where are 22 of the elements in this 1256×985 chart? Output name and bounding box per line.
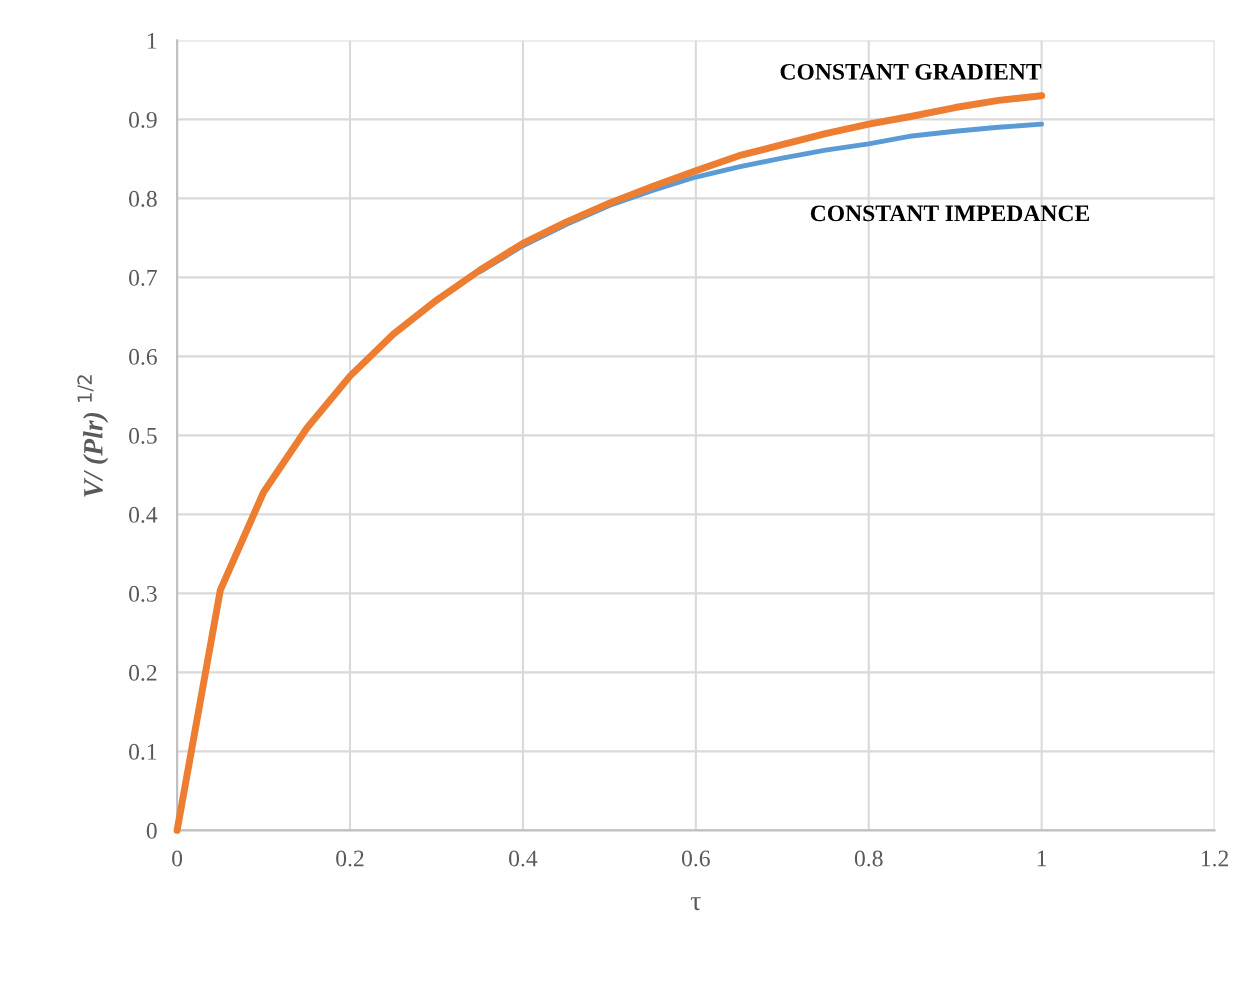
x-tick-label: 0.4 [509, 850, 538, 867]
x-tick-label: 1 [1037, 850, 1047, 867]
x-tick-label: 1.2 [1201, 850, 1229, 867]
y-tick-label: 0.3 [129, 585, 157, 602]
y-tick-label: 0.9 [129, 111, 157, 128]
x-tick-label: 0.2 [336, 850, 364, 867]
y-tick-label: 0.5 [129, 427, 157, 444]
x-tick-label: 0 [172, 850, 183, 867]
y-tick-label: 0.2 [129, 664, 157, 681]
y-tick-label: 0.8 [129, 190, 157, 207]
series-label: CONSTANT GRADIENT [780, 63, 1042, 80]
y-axis-title: V/ (Plr) $^{1/2}$ [77, 375, 109, 497]
x-tick-label: 0.8 [854, 850, 883, 867]
y-tick-label: 0.1 [129, 743, 157, 760]
y-tick-label: 0.6 [129, 348, 157, 365]
y-tick-label: 0.4 [129, 506, 158, 523]
text: CONSTANT IMPEDANCE [810, 205, 1090, 222]
y-tick-label: 0.7 [129, 269, 157, 286]
y-tick-label: 0 [146, 822, 157, 839]
x-tick-label: 0.6 [681, 850, 710, 867]
y-tick-label: 1 [147, 32, 157, 49]
x-axis-title: τ [690, 897, 701, 911]
